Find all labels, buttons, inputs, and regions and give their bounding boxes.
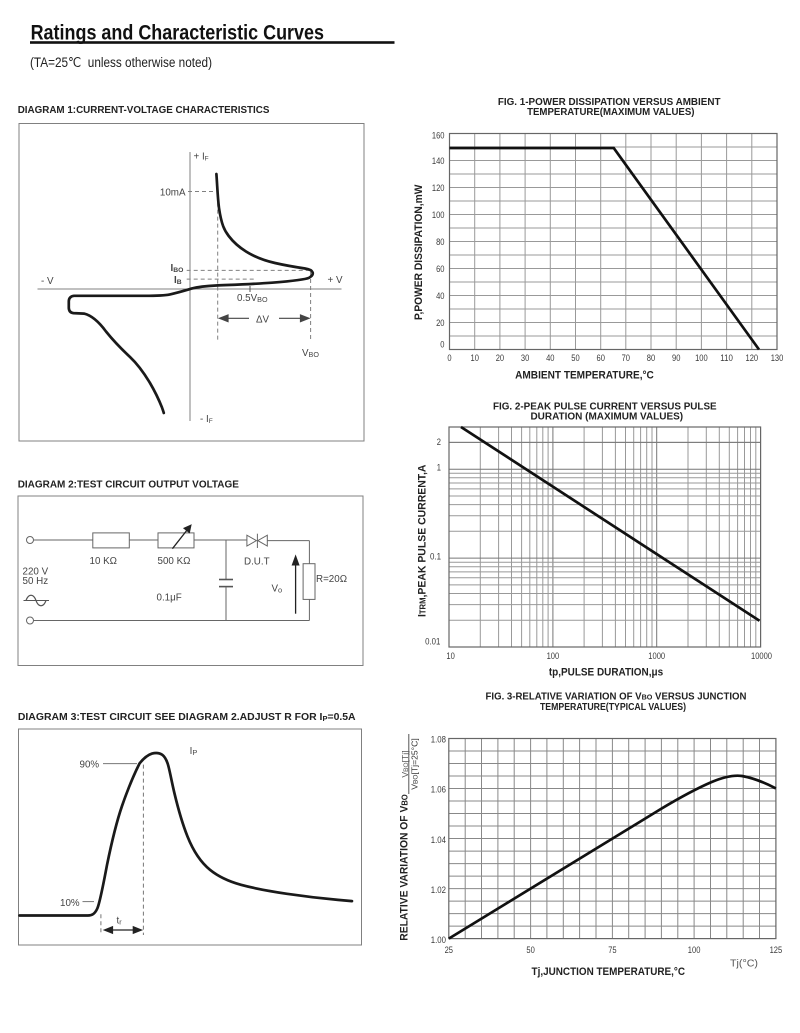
svg-text:100: 100 (695, 353, 708, 363)
svg-text:80: 80 (647, 353, 655, 363)
svg-text:tr: tr (117, 916, 123, 927)
svg-text:FIG. 1-POWER DISSIPATION VERSU: FIG. 1-POWER DISSIPATION VERSUS AMBIENT (498, 97, 721, 108)
svg-text:10mA: 10mA (160, 188, 186, 199)
svg-text:IBO: IBO (171, 263, 184, 274)
svg-text:FIG. 2-PEAK PULSE CURRENT VERS: FIG. 2-PEAK PULSE CURRENT VERSUS PULSE (493, 402, 717, 413)
svg-text:0: 0 (440, 339, 444, 349)
svg-text:20: 20 (496, 353, 504, 363)
svg-text:0.1μF: 0.1μF (157, 593, 182, 604)
svg-text:90%: 90% (80, 760, 100, 771)
svg-text:DIAGRAM 3:TEST CIRCUIT SEE DIA: DIAGRAM 3:TEST CIRCUIT SEE DIAGRAM 2.ADJ… (18, 712, 356, 723)
svg-text:+ V: + V (328, 275, 343, 286)
svg-text:10%: 10% (60, 898, 80, 909)
svg-text:100: 100 (547, 651, 560, 661)
svg-text:75: 75 (608, 945, 616, 955)
svg-text:60: 60 (597, 353, 605, 363)
svg-text:+ IF: + IF (194, 152, 209, 163)
svg-text:IP: IP (190, 746, 198, 757)
svg-text:2: 2 (437, 437, 441, 447)
svg-text:VBO[Tj=25°C]: VBO[Tj=25°C] (410, 738, 420, 789)
svg-text:Tj(°C): Tj(°C) (730, 959, 758, 970)
svg-text:220 V: 220 V (23, 567, 49, 578)
svg-text:tp,PULSE DURATION,μs: tp,PULSE DURATION,μs (549, 667, 663, 679)
svg-text:ITRM,PEAK PULSE CURRENT,A: ITRM,PEAK PULSE CURRENT,A (416, 464, 428, 617)
svg-text:Ratings and Characteristic Cur: Ratings and Characteristic Curves (31, 20, 324, 44)
svg-text:30: 30 (521, 353, 529, 363)
svg-text:50: 50 (571, 353, 579, 363)
svg-text:120: 120 (432, 183, 445, 193)
svg-text:RELATIVE VARIATION OF VBO: RELATIVE VARIATION OF VBO (399, 794, 411, 940)
svg-text:AMBIENT TEMPERATURE,°C: AMBIENT TEMPERATURE,°C (515, 369, 654, 381)
svg-text:- V: - V (41, 276, 54, 287)
svg-text:FIG. 3-RELATIVE VARIATION OF V: FIG. 3-RELATIVE VARIATION OF VBO VERSUS … (486, 692, 747, 703)
svg-text:0.5VBO: 0.5VBO (237, 293, 268, 304)
svg-text:1.04: 1.04 (431, 835, 446, 845)
svg-text:1: 1 (437, 463, 441, 473)
svg-text:0: 0 (447, 353, 451, 363)
svg-text:60: 60 (436, 264, 444, 274)
svg-text:70: 70 (622, 353, 630, 363)
svg-text:140: 140 (432, 156, 445, 166)
svg-text:- IF: - IF (200, 414, 213, 425)
svg-text:40: 40 (546, 353, 554, 363)
svg-text:DIAGRAM 1:CURRENT-VOLTAGE CHAR: DIAGRAM 1:CURRENT-VOLTAGE CHARACTERISTIC… (18, 105, 270, 116)
svg-text:25: 25 (445, 945, 453, 955)
svg-text:120: 120 (746, 353, 759, 363)
svg-text:500 KΩ: 500 KΩ (158, 556, 191, 567)
svg-text:Tj,JUNCTION TEMPERATURE,°C: Tj,JUNCTION TEMPERATURE,°C (532, 966, 686, 978)
svg-text:R=20Ω: R=20Ω (316, 574, 347, 585)
svg-text:VBO[Tj]: VBO[Tj] (400, 750, 410, 777)
svg-text:1.02: 1.02 (431, 885, 446, 895)
svg-text:50 Hz: 50 Hz (23, 576, 49, 587)
svg-text:160: 160 (432, 130, 445, 140)
svg-text:0.01: 0.01 (425, 637, 440, 647)
svg-text:(TA=25℃ unless otherwise note: (TA=25℃ unless otherwise noted) (30, 55, 212, 70)
svg-text:10000: 10000 (751, 651, 772, 661)
svg-text:125: 125 (770, 945, 783, 955)
svg-text:50: 50 (526, 945, 534, 955)
svg-text:110: 110 (720, 353, 733, 363)
svg-text:TEMPERATURE(TYPICAL VALUES): TEMPERATURE(TYPICAL VALUES) (540, 702, 686, 713)
svg-text:D.U.T: D.U.T (244, 557, 270, 568)
svg-text:P,POWER DISSIPATION,mW: P,POWER DISSIPATION,mW (413, 185, 425, 320)
svg-text:20: 20 (436, 318, 444, 328)
svg-text:DIAGRAM 2:TEST CIRCUIT OUTPUT: DIAGRAM 2:TEST CIRCUIT OUTPUT VOLTAGE (18, 480, 239, 491)
svg-text:1.08: 1.08 (431, 735, 446, 745)
svg-text:10: 10 (446, 651, 454, 661)
svg-text:VBO: VBO (302, 348, 319, 359)
svg-text:90: 90 (672, 353, 680, 363)
svg-text:100: 100 (432, 210, 445, 220)
svg-text:IB: IB (174, 275, 182, 286)
svg-text:Vo: Vo (272, 584, 283, 595)
svg-text:TEMPERATURE(MAXIMUM VALUES): TEMPERATURE(MAXIMUM VALUES) (527, 107, 694, 118)
svg-text:1000: 1000 (648, 651, 665, 661)
svg-text:100: 100 (688, 945, 701, 955)
svg-text:DURATION (MAXIMUM VALUES): DURATION (MAXIMUM VALUES) (530, 412, 683, 423)
svg-text:10 KΩ: 10 KΩ (90, 556, 117, 567)
svg-text:1.06: 1.06 (431, 785, 446, 795)
svg-text:80: 80 (436, 237, 444, 247)
svg-text:130: 130 (771, 353, 784, 363)
svg-text:10: 10 (471, 353, 479, 363)
svg-text:0.1: 0.1 (430, 552, 441, 562)
svg-text:ΔV: ΔV (256, 315, 270, 326)
svg-text:1.00: 1.00 (431, 935, 446, 945)
svg-text:40: 40 (436, 291, 444, 301)
